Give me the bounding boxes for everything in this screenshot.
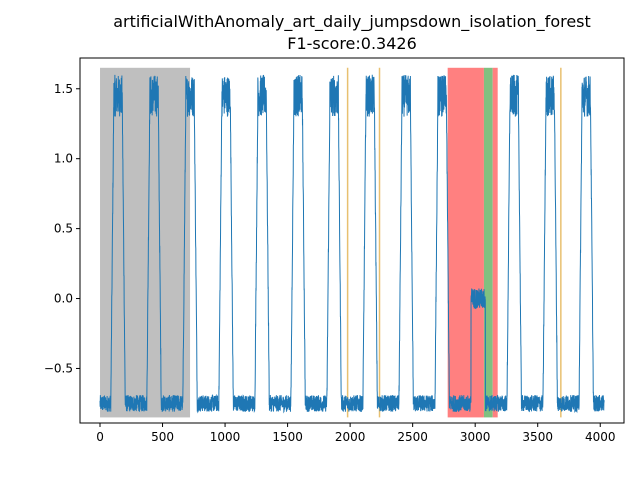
region-gray-0 [100, 67, 191, 418]
y-tick-label-0: −0.5 [44, 361, 73, 375]
x-tick-label-7: 3500 [522, 430, 553, 444]
regions-layer [100, 67, 562, 418]
x-tick-label-2: 1000 [210, 430, 241, 444]
chart-subtitle: F1-score:0.3426 [287, 34, 417, 53]
chart-title: artificialWithAnomaly_art_daily_jumpsdow… [113, 12, 591, 31]
y-tick-label-2: 0.5 [54, 222, 73, 236]
x-tick-label-3: 1500 [272, 430, 303, 444]
region-red-1 [447, 67, 484, 418]
x-tick-label-8: 4000 [585, 430, 616, 444]
region-red-3 [492, 67, 498, 418]
x-tick-label-1: 500 [151, 430, 174, 444]
region-green-2 [483, 67, 493, 418]
x-tick-label-5: 2500 [397, 430, 428, 444]
y-tick-label-1: 0.0 [54, 292, 73, 306]
series-layer [99, 74, 605, 414]
y-tick-label-3: 1.0 [54, 152, 73, 166]
plot-frame [79, 57, 625, 424]
x-tick-label-6: 3000 [460, 430, 491, 444]
axes-layer: 0 500 1000 1500 2000 2500 3000 3500 4000 −0.5 0.0 0… [44, 57, 625, 444]
y-tick-label-4: 1.5 [54, 82, 73, 96]
x-tick-label-4: 2000 [335, 430, 366, 444]
x-tick-label-0: 0 [96, 430, 104, 444]
series-line [99, 74, 605, 414]
